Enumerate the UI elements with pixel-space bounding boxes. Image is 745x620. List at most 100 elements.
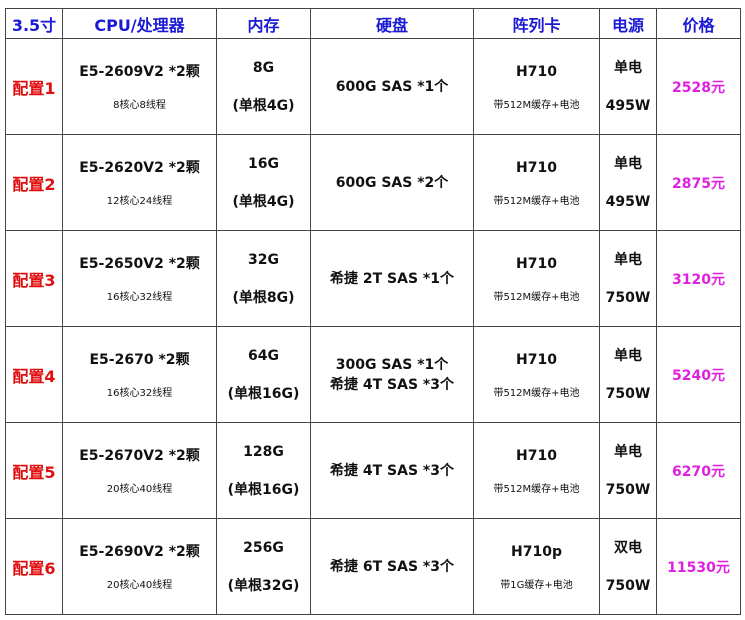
disk-line: 希捷 2T SAS *1个 [330, 270, 454, 287]
memory-cell: 256G (单根32G) [216, 518, 311, 615]
memory-size: 64G [248, 347, 279, 364]
header-disk: 硬盘 [310, 8, 474, 39]
memory-cell: 16G (单根4G) [216, 134, 311, 231]
server-config-table: 3.5寸 CPU/处理器 内存 硬盘 阵列卡 电源 价格 配置1 E5-2609… [5, 8, 741, 615]
header-psu: 电源 [599, 8, 657, 39]
raid-cell: H710 带512M缓存+电池 [473, 134, 600, 231]
psu-type: 单电 [614, 443, 642, 460]
cpu-model: E5-2670 *2颗 [89, 352, 190, 368]
memory-detail: (单根16G) [227, 481, 300, 498]
config-name: 配置1 [5, 38, 63, 135]
price: 6270元 [656, 422, 741, 519]
raid-detail: 带512M缓存+电池 [493, 196, 580, 207]
price: 2528元 [656, 38, 741, 135]
disk-line: 600G SAS *1个 [335, 78, 449, 95]
disk-cell: 希捷 6T SAS *3个 [310, 518, 474, 615]
psu-watt: 750W [605, 289, 651, 306]
memory-detail: (单根32G) [227, 577, 300, 594]
memory-cell: 64G (单根16G) [216, 326, 311, 423]
table-row: 配置3 E5-2650V2 *2颗 16核心32线程 32G (单根8G) 希捷… [5, 230, 741, 327]
raid-detail: 带512M缓存+电池 [493, 100, 580, 111]
psu-watt: 750W [605, 481, 651, 498]
psu-type: 单电 [614, 251, 642, 268]
table-row: 配置4 E5-2670 *2颗 16核心32线程 64G (单根16G) 300… [5, 326, 741, 423]
cpu-cell: E5-2690V2 *2颗 20核心40线程 [62, 518, 217, 615]
table-body: 配置1 E5-2609V2 *2颗 8核心8线程 8G (单根4G) 600G … [5, 38, 741, 615]
raid-detail: 带1G缓存+电池 [500, 580, 573, 591]
disk-line: 希捷 4T SAS *3个 [330, 462, 454, 479]
psu-watt: 495W [605, 193, 651, 210]
cpu-cell: E5-2650V2 *2颗 16核心32线程 [62, 230, 217, 327]
memory-cell: 128G (单根16G) [216, 422, 311, 519]
raid-model: H710 [516, 160, 557, 176]
memory-detail: (单根16G) [227, 385, 300, 402]
disk-cell: 希捷 2T SAS *1个 [310, 230, 474, 327]
cpu-model: E5-2690V2 *2颗 [79, 544, 200, 560]
psu-cell: 单电 750W [599, 230, 657, 327]
raid-model: H710 [516, 448, 557, 464]
psu-type: 单电 [614, 347, 642, 364]
config-name: 配置4 [5, 326, 63, 423]
price: 11530元 [656, 518, 741, 615]
header-raid: 阵列卡 [473, 8, 600, 39]
table-row: 配置2 E5-2620V2 *2颗 12核心24线程 16G (单根4G) 60… [5, 134, 741, 231]
config-name: 配置6 [5, 518, 63, 615]
disk-cell: 600G SAS *1个 [310, 38, 474, 135]
psu-cell: 双电 750W [599, 518, 657, 615]
disk-cell: 300G SAS *1个 希捷 4T SAS *3个 [310, 326, 474, 423]
config-name: 配置2 [5, 134, 63, 231]
memory-detail: (单根8G) [232, 289, 295, 306]
raid-cell: H710 带512M缓存+电池 [473, 422, 600, 519]
raid-cell: H710 带512M缓存+电池 [473, 230, 600, 327]
raid-detail: 带512M缓存+电池 [493, 388, 580, 399]
raid-model: H710p [511, 544, 562, 560]
memory-detail: (单根4G) [232, 193, 295, 210]
table-row: 配置5 E5-2670V2 *2颗 20核心40线程 128G (单根16G) … [5, 422, 741, 519]
disk-line: 300G SAS *1个 [335, 356, 449, 373]
header-cpu: CPU/处理器 [62, 8, 217, 39]
raid-cell: H710 带512M缓存+电池 [473, 326, 600, 423]
raid-model: H710 [516, 352, 557, 368]
memory-size: 8G [252, 59, 275, 76]
psu-watt: 495W [605, 97, 651, 114]
psu-cell: 单电 495W [599, 134, 657, 231]
memory-size: 32G [248, 251, 279, 268]
cpu-model: E5-2620V2 *2颗 [79, 160, 200, 176]
cpu-model: E5-2609V2 *2颗 [79, 64, 200, 80]
header-row: 3.5寸 CPU/处理器 内存 硬盘 阵列卡 电源 价格 [5, 8, 741, 39]
cpu-cores: 8核心8线程 [113, 100, 166, 111]
memory-cell: 8G (单根4G) [216, 38, 311, 135]
cpu-cores: 16核心32线程 [106, 292, 173, 303]
raid-model: H710 [516, 256, 557, 272]
cpu-cell: E5-2609V2 *2颗 8核心8线程 [62, 38, 217, 135]
psu-watt: 750W [605, 577, 651, 594]
psu-type: 双电 [614, 539, 642, 556]
psu-cell: 单电 750W [599, 422, 657, 519]
cpu-cores: 20核心40线程 [106, 484, 173, 495]
header-memory: 内存 [216, 8, 311, 39]
disk-line: 600G SAS *2个 [335, 174, 449, 191]
price: 2875元 [656, 134, 741, 231]
cpu-cores: 12核心24线程 [106, 196, 173, 207]
cpu-cell: E5-2670 *2颗 16核心32线程 [62, 326, 217, 423]
raid-detail: 带512M缓存+电池 [493, 292, 580, 303]
memory-size: 128G [243, 443, 284, 460]
psu-cell: 单电 495W [599, 38, 657, 135]
table-row: 配置1 E5-2609V2 *2颗 8核心8线程 8G (单根4G) 600G … [5, 38, 741, 135]
cpu-model: E5-2650V2 *2颗 [79, 256, 200, 272]
raid-model: H710 [516, 64, 557, 80]
disk-cell: 600G SAS *2个 [310, 134, 474, 231]
psu-cell: 单电 750W [599, 326, 657, 423]
cpu-cell: E5-2620V2 *2颗 12核心24线程 [62, 134, 217, 231]
cpu-model: E5-2670V2 *2颗 [79, 448, 200, 464]
config-name: 配置5 [5, 422, 63, 519]
raid-cell: H710 带512M缓存+电池 [473, 38, 600, 135]
disk-cell: 希捷 4T SAS *3个 [310, 422, 474, 519]
price: 5240元 [656, 326, 741, 423]
header-size: 3.5寸 [5, 8, 63, 39]
cpu-cores: 20核心40线程 [106, 580, 173, 591]
cpu-cell: E5-2670V2 *2颗 20核心40线程 [62, 422, 217, 519]
config-name: 配置3 [5, 230, 63, 327]
raid-cell: H710p 带1G缓存+电池 [473, 518, 600, 615]
psu-watt: 750W [605, 385, 651, 402]
